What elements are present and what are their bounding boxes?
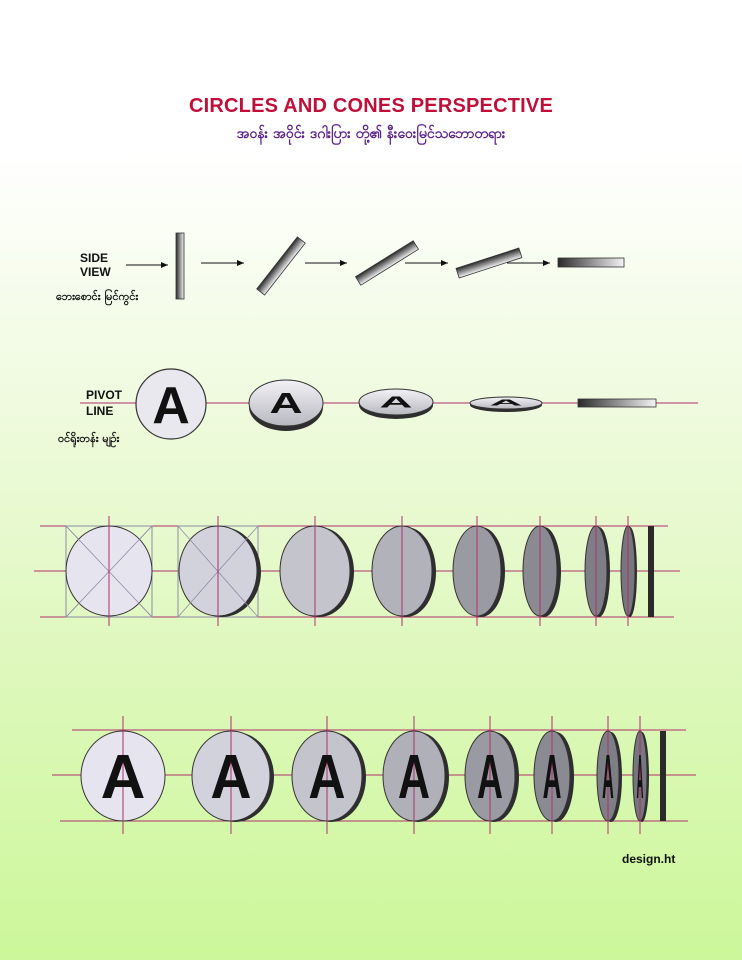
construction-ellipse-5 bbox=[452, 516, 505, 626]
pivot-disc-1 bbox=[135, 368, 207, 440]
letter-7: A bbox=[602, 742, 614, 812]
side-view-label-1: SIDE bbox=[80, 251, 109, 265]
credit-text: design.ht bbox=[622, 852, 676, 866]
side-view-bar-4 bbox=[455, 247, 523, 279]
construction-ellipse-8 bbox=[620, 516, 637, 626]
pivot-letter-2: A bbox=[269, 388, 302, 420]
pivot-disc-4: A bbox=[469, 396, 543, 412]
construction-ellipse-6 bbox=[522, 516, 561, 626]
construction-ellipse-7 bbox=[584, 516, 610, 626]
pivot-row: A A A A bbox=[80, 368, 698, 440]
page-subtitle: အဝန်း အဝိုင်း ဒဂါးပြား တို့၏ နီးဝေးမြင်သ… bbox=[236, 126, 506, 142]
letter-5: A bbox=[477, 742, 503, 812]
letter-2: A bbox=[210, 742, 251, 812]
letter-6: A bbox=[543, 743, 562, 812]
letter-disc-row: A A A A bbox=[52, 716, 696, 834]
letter-disc-7: A bbox=[596, 716, 622, 834]
side-view-bar-2 bbox=[256, 236, 306, 296]
letter-disc-4: A bbox=[382, 716, 449, 834]
letter-8: A bbox=[637, 743, 644, 812]
letter-disc-3: A bbox=[291, 716, 366, 834]
side-view-bar-5 bbox=[557, 257, 625, 268]
letter-disc-5: A bbox=[464, 716, 519, 834]
page-title: CIRCLES AND CONES PERSPECTIVE bbox=[188, 95, 553, 117]
side-view-row bbox=[126, 232, 625, 300]
side-view-bar-3 bbox=[354, 240, 420, 286]
pivot-line-label-2: LINE bbox=[86, 404, 114, 418]
letter-disc-8: A bbox=[632, 716, 649, 834]
side-view-label-burmese: ဘေးစောင်း မြင်ကွင်း bbox=[56, 290, 139, 303]
letter-3: A bbox=[308, 743, 345, 813]
letter-1: A bbox=[101, 743, 146, 812]
letter-disc-1: A bbox=[80, 716, 166, 834]
pivot-letter-3: A bbox=[379, 394, 412, 411]
pivot-disc-2: A bbox=[248, 379, 324, 431]
construction-edge-on bbox=[648, 526, 654, 617]
construction-ellipse-4 bbox=[371, 516, 436, 626]
side-view-bar-1 bbox=[175, 232, 185, 300]
pivot-line-label-burmese: ဝင်ရိုးတန်း မျဉ်း bbox=[58, 432, 120, 445]
letter-disc-edge-on bbox=[660, 731, 666, 821]
construction-ellipse-2 bbox=[177, 516, 261, 626]
pivot-disc-5-edge bbox=[577, 398, 657, 408]
letter-4: A bbox=[398, 743, 430, 812]
pivot-line-label-1: PIVOT bbox=[86, 388, 123, 402]
construction-ellipse-3 bbox=[279, 516, 354, 626]
letter-disc-6: A bbox=[533, 716, 574, 834]
construction-ellipse-1 bbox=[65, 516, 153, 626]
letter-disc-2: A bbox=[191, 716, 274, 834]
side-view-label-2: VIEW bbox=[80, 265, 111, 279]
pivot-letter-1: A bbox=[152, 377, 190, 435]
ellipse-construction-row bbox=[34, 516, 680, 626]
pivot-letter-4: A bbox=[489, 399, 522, 408]
pivot-disc-3: A bbox=[358, 388, 434, 419]
